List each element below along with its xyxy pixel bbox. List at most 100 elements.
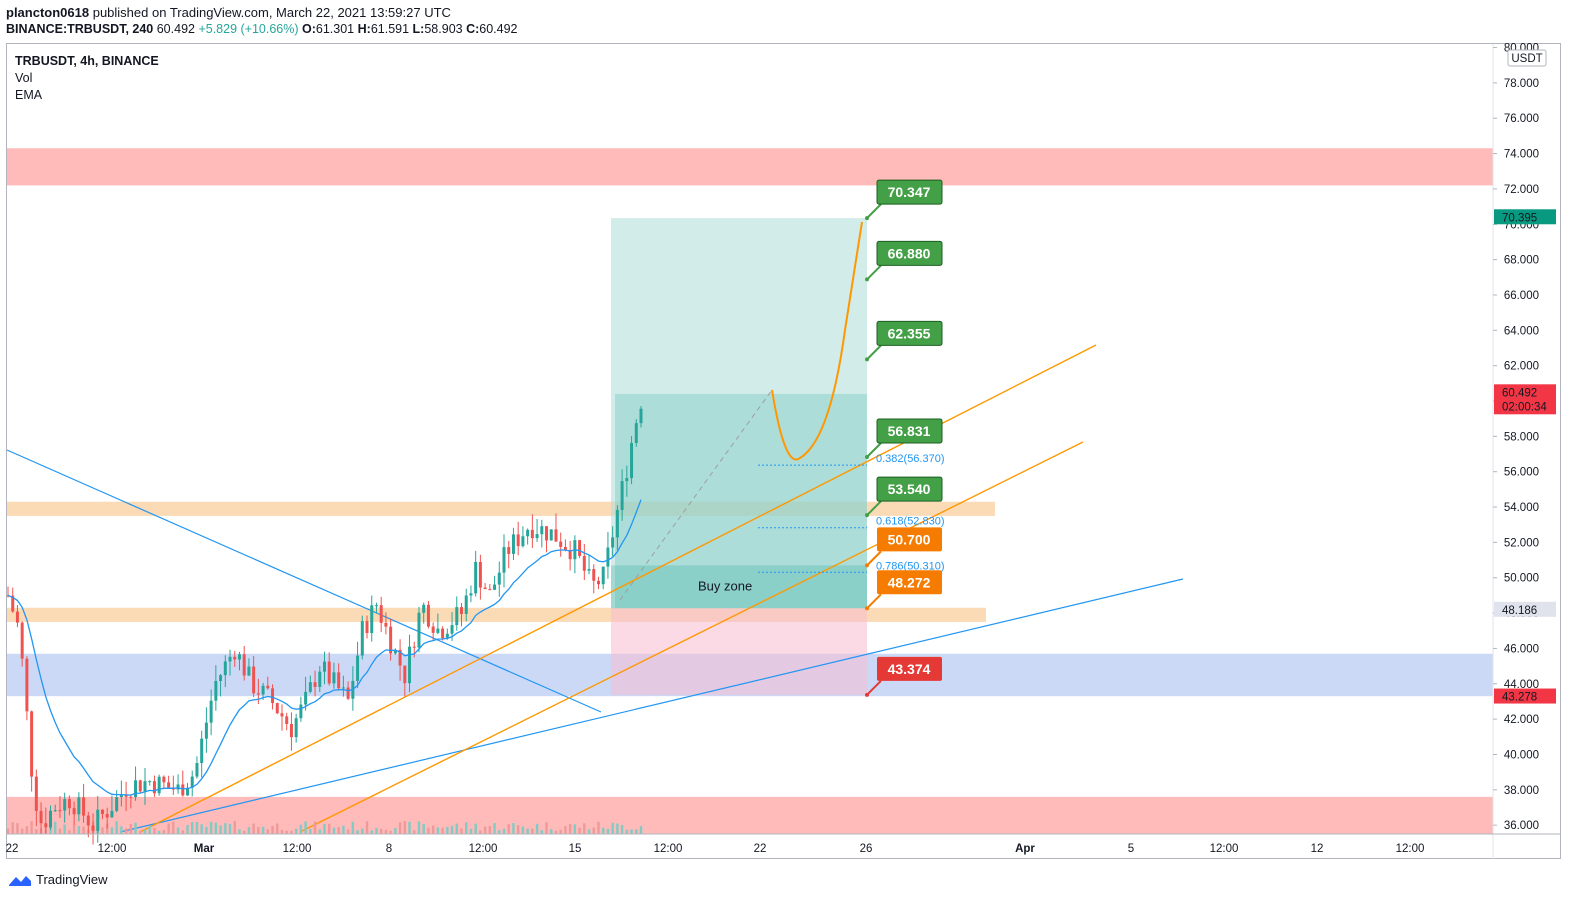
candle-body (554, 529, 558, 542)
tradingview-logo[interactable]: TradingView (8, 872, 108, 887)
candle-body (630, 443, 634, 479)
volume-bar (124, 828, 128, 834)
volume-bar (450, 825, 454, 834)
volume-bar (346, 829, 350, 834)
candle-body (285, 716, 289, 725)
volume-bar (521, 826, 525, 834)
candle-body (115, 797, 119, 811)
candle-body (110, 810, 114, 818)
candle-body (77, 797, 81, 815)
candle-body (200, 738, 204, 764)
volume-bar (247, 827, 251, 834)
position-stop-zone (611, 608, 867, 695)
legend-ema[interactable]: EMA (15, 88, 43, 102)
target-anchor (865, 277, 869, 282)
time-tick-label: 15 (569, 843, 582, 855)
volume-bar (394, 827, 397, 834)
target-box (877, 527, 942, 552)
volume-bar (587, 829, 591, 834)
target-pointer (866, 680, 882, 696)
volume-bar (238, 829, 241, 834)
target-anchor (865, 357, 869, 362)
legend-vol[interactable]: Vol (15, 71, 33, 85)
volume-bar (356, 830, 359, 834)
volume-bar (408, 821, 411, 834)
volume-bar (516, 825, 520, 834)
candle-body (271, 688, 275, 704)
target-pointer (866, 264, 882, 281)
author-name[interactable]: plancton0618 (6, 5, 90, 20)
channel-lower-line (299, 441, 1084, 833)
candle-body (563, 546, 567, 550)
candle-body (275, 703, 279, 714)
volume-bar (474, 823, 477, 834)
candle-body (341, 687, 345, 689)
price-tick-label: 62.000 (1504, 361, 1539, 373)
volume-bar (446, 826, 449, 834)
candle-body (63, 799, 67, 811)
candle-body (488, 589, 492, 591)
candle-body (374, 605, 378, 607)
time-tick-label: 8 (386, 843, 392, 855)
volume-bar (616, 823, 619, 834)
candle-body (620, 481, 624, 510)
high-label: H: (357, 22, 371, 36)
candle-body (266, 685, 270, 689)
candle-body (596, 580, 600, 585)
countdown-label: 02:00:34 (1502, 401, 1547, 413)
candle-body (545, 526, 549, 541)
candle-body (549, 529, 553, 541)
time-tick-label: 12:00 (283, 843, 312, 855)
candle-body (11, 595, 15, 612)
volume-bar (540, 830, 544, 834)
time-tick-label: 12:00 (654, 843, 683, 855)
candle-body (417, 612, 421, 648)
volume-bar (535, 823, 539, 834)
volume-bar (583, 823, 586, 834)
time-tick-label: 12:00 (1210, 843, 1239, 855)
volume-bar (318, 829, 321, 834)
candle-body (535, 534, 539, 539)
volume-bar (242, 830, 246, 834)
candle-body (370, 605, 374, 634)
candle-body (426, 604, 430, 627)
target-label: 53.540 (888, 481, 931, 497)
price-tag-label: 70.395 (1502, 212, 1537, 224)
volume-bar (106, 823, 109, 834)
volume-bar (361, 828, 364, 834)
candle-body (176, 784, 180, 790)
trend-projection-dashed (619, 389, 773, 601)
price-tag-label: 43.278 (1502, 692, 1537, 704)
candle-body (507, 547, 511, 554)
buy-zone-label: Buy zone (698, 579, 752, 594)
volume-bar (620, 825, 624, 834)
volume-bar (120, 826, 123, 834)
zone-resistance (7, 148, 1493, 186)
candle-body (389, 626, 393, 654)
volume-bar (266, 829, 270, 834)
candle-body (100, 809, 104, 814)
candle-body (568, 549, 572, 560)
candle-body (44, 823, 48, 828)
volume-bar (568, 824, 572, 834)
volume-bar (129, 824, 133, 834)
candle-body (91, 825, 95, 831)
price-tick-label: 66.000 (1504, 290, 1539, 302)
volume-bar (342, 825, 345, 834)
candle-body (365, 621, 369, 634)
candle-body (53, 810, 57, 812)
volume-bar (602, 827, 605, 834)
price-tag-label: 60.492 (1502, 387, 1537, 399)
price-tick-label: 44.000 (1504, 679, 1539, 691)
volume-bar (550, 829, 553, 834)
candle-body (313, 682, 317, 687)
volume-bar (483, 826, 487, 834)
time-tick-label: Apr (1015, 843, 1035, 855)
price-tick-label: 54.000 (1504, 502, 1539, 514)
volume-bar (625, 829, 629, 834)
position-profit-zone (611, 218, 867, 609)
high-value: 61.591 (370, 22, 410, 36)
volume-bar (205, 826, 208, 834)
target-anchor (865, 216, 869, 221)
